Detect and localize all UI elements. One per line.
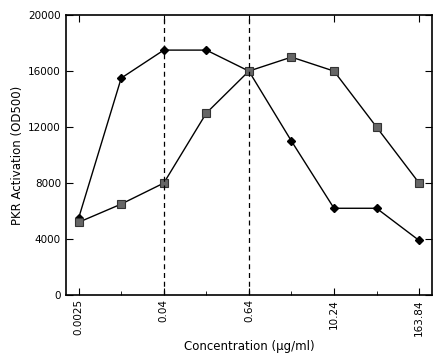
Y-axis label: PKR Activation (OD500): PKR Activation (OD500) <box>11 86 24 225</box>
X-axis label: Concentration (µg/ml): Concentration (µg/ml) <box>183 340 314 353</box>
